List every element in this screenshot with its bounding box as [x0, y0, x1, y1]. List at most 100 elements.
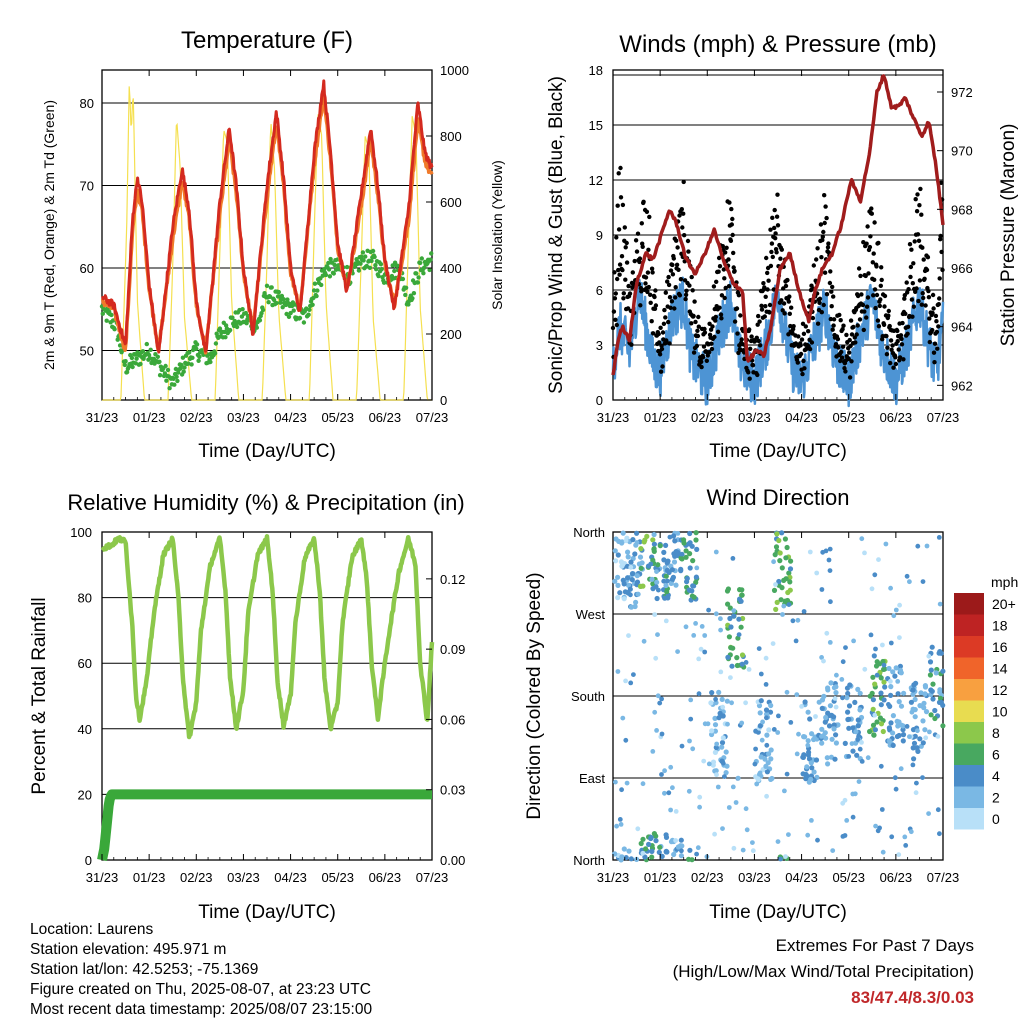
figure-created: Figure created on Thu, 2025-08-07, at 23… — [30, 981, 371, 998]
direction-point — [807, 716, 813, 722]
direction-point — [693, 574, 700, 580]
direction-point — [723, 749, 729, 755]
gust-point — [839, 355, 845, 360]
direction-point — [628, 592, 633, 598]
direction-point — [859, 536, 865, 542]
gust-point — [814, 257, 819, 262]
gust-point — [787, 311, 792, 316]
direction-point — [613, 558, 619, 564]
gust-point — [822, 220, 827, 226]
direction-point — [918, 690, 924, 696]
direction-point — [664, 578, 670, 584]
direction-point — [650, 537, 656, 543]
direction-point — [651, 831, 658, 837]
gust-point — [861, 240, 866, 245]
gust-point — [615, 276, 620, 282]
dewpoint-point — [411, 291, 417, 296]
direction-point — [763, 763, 769, 770]
direction-point — [739, 720, 745, 726]
gust-point — [781, 286, 786, 291]
direction-point — [638, 840, 644, 847]
gust-point — [931, 306, 936, 311]
humidity-line — [100, 534, 435, 740]
gust-point — [778, 256, 783, 261]
direction-point — [687, 565, 693, 571]
gust-point — [765, 287, 770, 292]
gust-point — [738, 313, 743, 318]
dewpoint-point — [311, 288, 317, 293]
direction-point — [651, 546, 657, 552]
direction-point — [871, 653, 877, 659]
gust-point — [759, 303, 764, 308]
direction-point — [746, 667, 752, 672]
direction-point — [729, 663, 735, 669]
gust-point — [930, 310, 935, 316]
gust-point — [671, 256, 676, 261]
direction-point — [808, 776, 814, 783]
y-right-tick-label: 0.09 — [440, 642, 465, 657]
gust-point — [910, 314, 915, 319]
dewpoint-point — [179, 362, 184, 368]
x-tick-label: 02/23 — [691, 410, 724, 425]
direction-point — [769, 775, 775, 782]
x-tick-label: 04/23 — [785, 870, 818, 885]
direction-point — [655, 632, 660, 637]
gust-point — [915, 192, 920, 197]
direction-point — [720, 735, 726, 741]
gust-point — [817, 300, 822, 305]
gust-point — [886, 308, 891, 314]
legend-label: 2 — [992, 790, 1000, 806]
gust-point — [893, 361, 899, 367]
direction-point — [846, 703, 853, 709]
direction-point — [640, 850, 646, 856]
direction-point — [649, 576, 655, 582]
x-tick-label: 02/23 — [691, 870, 724, 885]
direction-point — [754, 781, 760, 787]
direction-point — [819, 587, 825, 592]
x-tick-label: 06/23 — [880, 410, 913, 425]
direction-point — [802, 699, 808, 705]
direction-point — [628, 856, 634, 862]
direction-point — [809, 818, 814, 823]
gust-point — [828, 316, 833, 322]
dewpoint-point — [266, 300, 271, 305]
direction-point — [709, 731, 715, 738]
direction-point — [613, 536, 619, 542]
legend-swatch — [954, 765, 984, 787]
dewpoint-point — [392, 268, 397, 274]
dewpoint-point — [260, 307, 266, 313]
direction-point — [621, 596, 627, 602]
direction-point — [659, 696, 664, 702]
gust-point — [620, 202, 626, 208]
direction-point — [713, 549, 719, 555]
gust-point — [931, 350, 937, 355]
gust-point — [884, 352, 890, 357]
direction-point — [809, 731, 815, 737]
direction-point — [699, 624, 705, 629]
gust-point — [936, 302, 941, 307]
gust-point — [669, 299, 675, 304]
gust-point — [647, 214, 652, 220]
gust-point — [662, 307, 667, 313]
gust-point — [734, 306, 740, 311]
dewpoint-point — [332, 262, 337, 268]
direction-point — [726, 805, 732, 810]
direction-point — [890, 713, 897, 719]
direction-point — [779, 565, 785, 571]
x-tick-label: 02/23 — [180, 410, 213, 425]
direction-point — [915, 728, 920, 734]
direction-point — [819, 726, 825, 732]
gust-point — [659, 346, 665, 352]
gust-point — [864, 315, 869, 320]
direction-point — [763, 682, 769, 687]
direction-point — [726, 634, 733, 640]
dewpoint-point — [328, 256, 333, 262]
gust-point — [712, 334, 717, 340]
dewpoint-point — [416, 275, 421, 280]
direction-point — [900, 732, 907, 738]
direction-point — [933, 670, 939, 676]
direction-point — [740, 847, 746, 853]
gust-point — [774, 250, 779, 255]
gust-point — [831, 323, 836, 328]
winds-xlabel: Time (Day/UTC) — [709, 441, 847, 462]
